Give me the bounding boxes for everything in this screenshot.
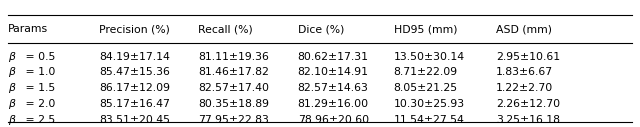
Text: = 2.5: = 2.5 xyxy=(22,115,55,125)
Text: 82.57±17.40: 82.57±17.40 xyxy=(198,83,269,93)
Text: 81.11±19.36: 81.11±19.36 xyxy=(198,52,269,61)
Text: 2.95±10.61: 2.95±10.61 xyxy=(496,52,560,61)
Text: 82.10±14.91: 82.10±14.91 xyxy=(298,67,369,77)
Text: 1.83±6.67: 1.83±6.67 xyxy=(496,67,553,77)
Text: = 1.5: = 1.5 xyxy=(22,83,55,93)
Text: β: β xyxy=(8,83,15,93)
Text: β: β xyxy=(8,99,15,109)
Text: 85.47±15.36: 85.47±15.36 xyxy=(99,67,170,77)
Text: 77.95±22.83: 77.95±22.83 xyxy=(198,115,269,125)
Text: 2.26±12.70: 2.26±12.70 xyxy=(496,99,560,109)
Text: 78.96±20.60: 78.96±20.60 xyxy=(298,115,369,125)
Text: 83.51±20.45: 83.51±20.45 xyxy=(99,115,170,125)
Text: Dice (%): Dice (%) xyxy=(298,24,344,34)
Text: 3.25±16.18: 3.25±16.18 xyxy=(496,115,560,125)
Text: = 1.0: = 1.0 xyxy=(22,67,55,77)
Text: β: β xyxy=(8,52,15,61)
Text: 84.19±17.14: 84.19±17.14 xyxy=(99,52,170,61)
Text: Params: Params xyxy=(8,24,48,34)
Text: HD95 (mm): HD95 (mm) xyxy=(394,24,457,34)
Text: Precision (%): Precision (%) xyxy=(99,24,170,34)
Text: β: β xyxy=(8,67,15,77)
Text: β: β xyxy=(8,115,15,125)
Text: 1.22±2.70: 1.22±2.70 xyxy=(496,83,553,93)
Text: 81.29±16.00: 81.29±16.00 xyxy=(298,99,369,109)
Text: Recall (%): Recall (%) xyxy=(198,24,253,34)
Text: 80.62±17.31: 80.62±17.31 xyxy=(298,52,369,61)
Text: 13.50±30.14: 13.50±30.14 xyxy=(394,52,465,61)
Text: 85.17±16.47: 85.17±16.47 xyxy=(99,99,170,109)
Text: 8.05±21.25: 8.05±21.25 xyxy=(394,83,458,93)
Text: 11.54±27.54: 11.54±27.54 xyxy=(394,115,465,125)
Text: 8.71±22.09: 8.71±22.09 xyxy=(394,67,458,77)
Text: 86.17±12.09: 86.17±12.09 xyxy=(99,83,170,93)
Text: 80.35±18.89: 80.35±18.89 xyxy=(198,99,269,109)
Text: 82.57±14.63: 82.57±14.63 xyxy=(298,83,369,93)
Text: 81.46±17.82: 81.46±17.82 xyxy=(198,67,269,77)
Text: = 0.5: = 0.5 xyxy=(22,52,55,61)
Text: ASD (mm): ASD (mm) xyxy=(496,24,552,34)
Text: = 2.0: = 2.0 xyxy=(22,99,55,109)
Text: 10.30±25.93: 10.30±25.93 xyxy=(394,99,465,109)
